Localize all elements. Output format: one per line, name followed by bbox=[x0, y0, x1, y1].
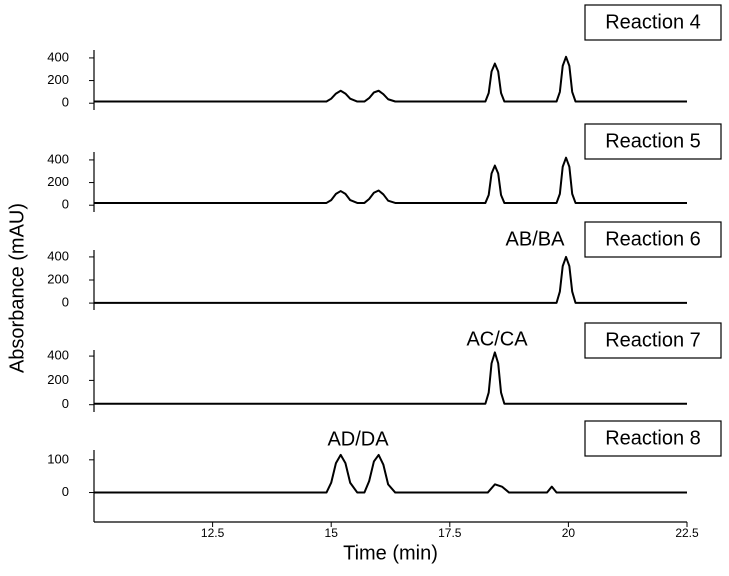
y-tick-label: 400 bbox=[47, 248, 69, 263]
panel-title: Reaction 4 bbox=[605, 11, 701, 33]
title-box bbox=[584, 221, 722, 258]
trace bbox=[94, 351, 687, 405]
trace bbox=[94, 453, 687, 494]
y-tick-label: 200 bbox=[47, 72, 69, 87]
y-tick-label: 0 bbox=[62, 396, 69, 411]
y-tick-label: 200 bbox=[47, 372, 69, 387]
y-tick-label: 0 bbox=[62, 95, 69, 110]
trace bbox=[94, 156, 687, 204]
title-box bbox=[584, 420, 722, 457]
y-tick-label: 0 bbox=[62, 197, 69, 212]
panel-title: Reaction 6 bbox=[605, 228, 701, 250]
title-box bbox=[584, 322, 722, 359]
trace bbox=[94, 255, 687, 304]
y-tick-label: 200 bbox=[47, 174, 69, 189]
y-tick-label: 100 bbox=[47, 451, 69, 466]
panel-title: Reaction 7 bbox=[605, 329, 701, 351]
y-tick-label: 0 bbox=[62, 295, 69, 310]
y-tick-label: 400 bbox=[47, 348, 69, 363]
annotation: AD/DA bbox=[327, 428, 389, 450]
y-tick-label: 200 bbox=[47, 271, 69, 286]
y-axis-label: Absorbance (mAU) bbox=[6, 203, 28, 373]
x-tick-label: 22.5 bbox=[675, 526, 699, 540]
x-tick-label: 15 bbox=[325, 526, 339, 540]
panel-title: Reaction 5 bbox=[605, 130, 701, 152]
title-box bbox=[584, 123, 722, 160]
x-axis-label: Time (min) bbox=[343, 542, 438, 564]
y-tick-label: 0 bbox=[62, 484, 69, 499]
annotation: AB/BA bbox=[506, 228, 566, 250]
x-tick-label: 20 bbox=[562, 526, 576, 540]
title-box bbox=[584, 4, 722, 41]
panel-title: Reaction 8 bbox=[605, 427, 701, 449]
x-tick-label: 17.5 bbox=[438, 526, 462, 540]
annotation: AC/CA bbox=[466, 328, 528, 350]
x-tick-label: 12.5 bbox=[201, 526, 225, 540]
y-tick-label: 400 bbox=[47, 151, 69, 166]
trace bbox=[94, 55, 687, 103]
y-tick-label: 400 bbox=[47, 49, 69, 64]
